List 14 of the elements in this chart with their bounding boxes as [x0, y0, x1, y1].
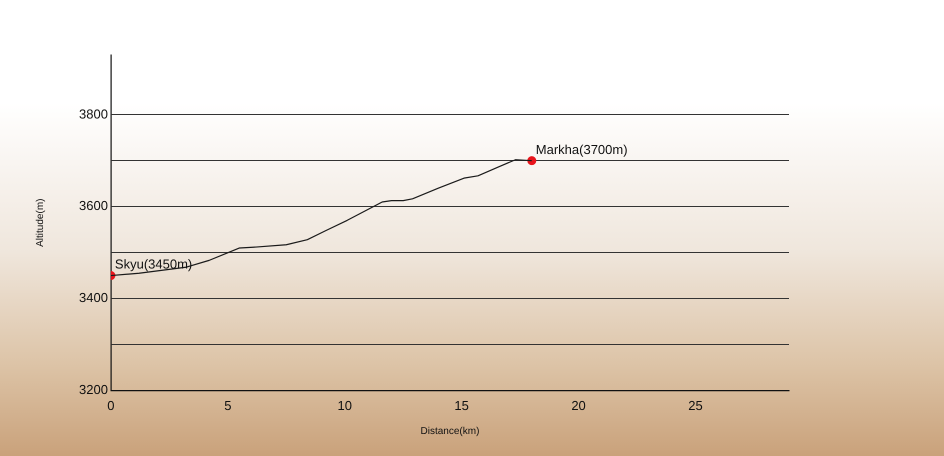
y-tick-label: 3600	[79, 198, 108, 214]
y-tick-label: 3800	[79, 106, 108, 122]
x-tick-label: 5	[224, 398, 232, 413]
y-tick-label: 3200	[79, 382, 108, 397]
x-tick-label: 20	[571, 398, 586, 413]
y-axis-title: Altitude(m)	[34, 198, 46, 247]
x-tick-label: 10	[338, 398, 352, 413]
x-axis-title: Distance(km)	[420, 426, 480, 437]
x-tick-label: 0	[107, 398, 115, 413]
annotation: Skyu(3450m)	[114, 256, 192, 272]
x-tick-label: 15	[454, 398, 469, 413]
annotation: Markha(3700m)	[536, 142, 628, 157]
x-tick-label: 25	[688, 398, 703, 413]
y-tick-label: 3400	[79, 290, 108, 306]
